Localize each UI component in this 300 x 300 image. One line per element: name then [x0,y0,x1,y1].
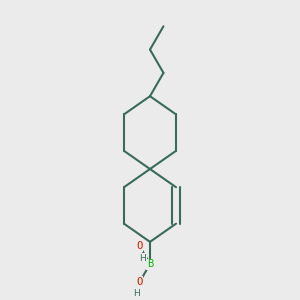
Text: H: H [133,290,140,298]
Text: O: O [136,241,143,251]
Text: O: O [136,277,143,287]
Text: H: H [140,254,146,263]
Text: B: B [147,259,153,269]
